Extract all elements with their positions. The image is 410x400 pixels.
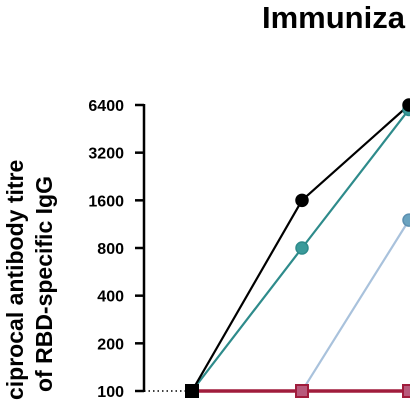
series-point-2 — [402, 213, 410, 227]
y-tick-label: 400 — [97, 289, 124, 306]
series-point-0 — [402, 98, 410, 112]
y-tick-label: 200 — [97, 336, 124, 353]
series-point-0 — [295, 193, 309, 208]
start-point — [185, 384, 199, 398]
series-point-3 — [402, 384, 410, 398]
series-point-3 — [295, 384, 309, 398]
y-axis-label: ciprocal antibody titre of RBD-specific … — [2, 160, 57, 400]
y-tick-label: 100 — [97, 384, 124, 400]
y-axis: 100 200 400 800 1600 3200 6400 — [88, 98, 146, 400]
series-point-1 — [295, 241, 309, 255]
chart-title: Immuniza — [262, 0, 406, 35]
series-markers — [185, 98, 410, 398]
y-tick-label: 3200 — [88, 146, 124, 163]
y-axis-label-line-2: of RBD-specific IgG — [31, 176, 57, 392]
y-tick-label: 1600 — [88, 193, 124, 210]
y-tick-label: 800 — [97, 241, 124, 258]
y-axis-label-line-1: ciprocal antibody titre — [2, 160, 28, 400]
y-tick-label: 6400 — [88, 98, 124, 115]
